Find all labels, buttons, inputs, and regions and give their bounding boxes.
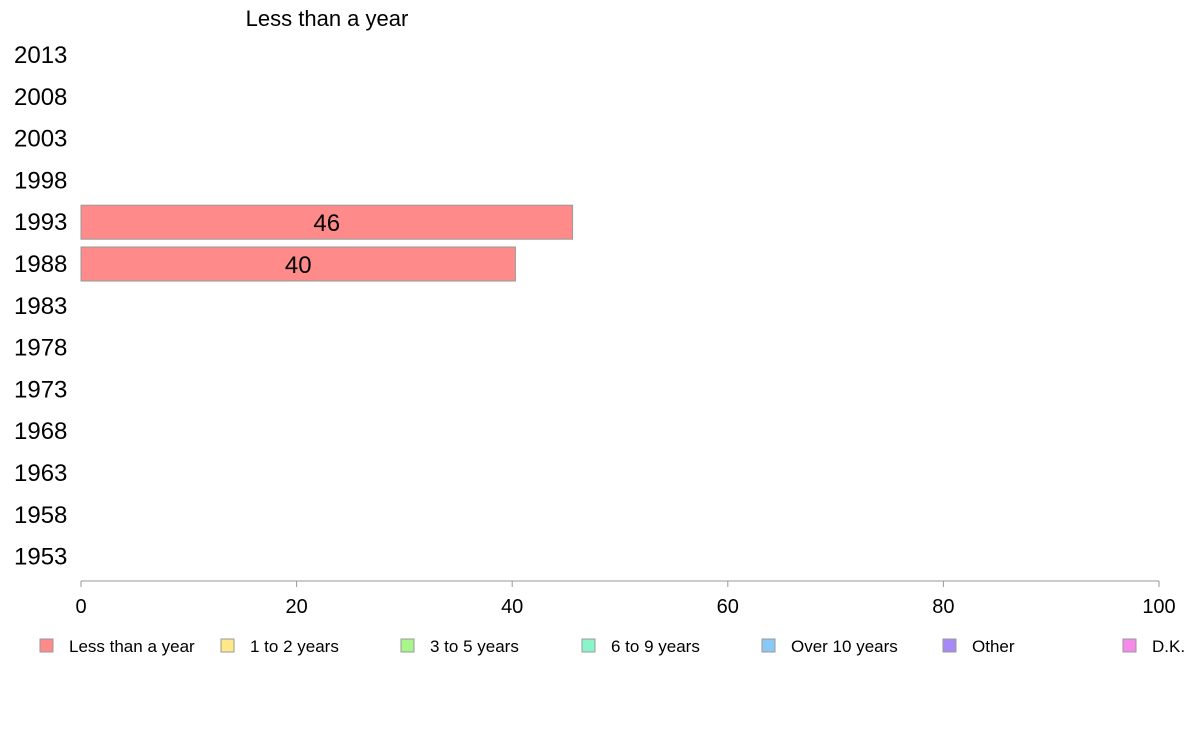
category-label-2013: 2013 — [14, 42, 67, 69]
x-axis: 0 20 40 60 80 100 — [75, 580, 1176, 618]
category-label-1953: 1953 — [14, 544, 67, 571]
bar-1988 — [80, 246, 516, 282]
category-label-1998: 1998 — [14, 167, 67, 194]
category-label-1973: 1973 — [14, 376, 67, 403]
legend-label-0: Less than a year — [69, 637, 195, 656]
x-tick-label-60: 60 — [717, 596, 739, 618]
category-label-1968: 1968 — [14, 418, 67, 445]
legend-label-5: Other — [972, 637, 1015, 656]
legend-swatch-3 — [581, 638, 596, 653]
category-labels: 2013 2008 2003 1998 1993 1988 1983 1978 1973 1968… — [14, 42, 67, 571]
category-label-1983: 1983 — [14, 293, 67, 320]
category-label-1958: 1958 — [14, 502, 67, 529]
data-label-1993: 46 — [313, 210, 340, 237]
legend-label-4: Over 10 years — [791, 637, 898, 656]
legend-label-3: 6 to 9 years — [611, 637, 700, 656]
legend-swatch-1 — [220, 638, 235, 653]
x-tick-label-20: 20 — [285, 596, 307, 618]
category-label-1978: 1978 — [14, 335, 67, 362]
panel-title: Less than a year — [246, 6, 409, 31]
x-tick-label-0: 0 — [75, 596, 86, 618]
x-tick-label-40: 40 — [501, 596, 523, 618]
legend-swatch-0 — [39, 638, 54, 653]
data-label-1988: 40 — [285, 252, 312, 279]
category-label-1988: 1988 — [14, 251, 67, 278]
category-label-2008: 2008 — [14, 84, 67, 111]
legend-swatch-5 — [942, 638, 957, 653]
x-tick-label-80: 80 — [932, 596, 954, 618]
legend-swatch-6 — [1122, 638, 1137, 653]
bar-1993 — [80, 204, 574, 240]
category-label-2003: 2003 — [14, 126, 67, 153]
legend: Less than a year 1 to 2 years 3 to 5 years… — [39, 637, 1185, 656]
legend-label-2: 3 to 5 years — [430, 637, 519, 656]
legend-swatch-2 — [400, 638, 415, 653]
category-label-1963: 1963 — [14, 460, 67, 487]
category-label-1993: 1993 — [14, 209, 67, 236]
legend-swatch-4 — [761, 638, 776, 653]
x-tick-label-100: 100 — [1142, 596, 1175, 618]
legend-label-6: D.K. — [1152, 637, 1185, 656]
legend-label-1: 1 to 2 years — [250, 637, 339, 656]
